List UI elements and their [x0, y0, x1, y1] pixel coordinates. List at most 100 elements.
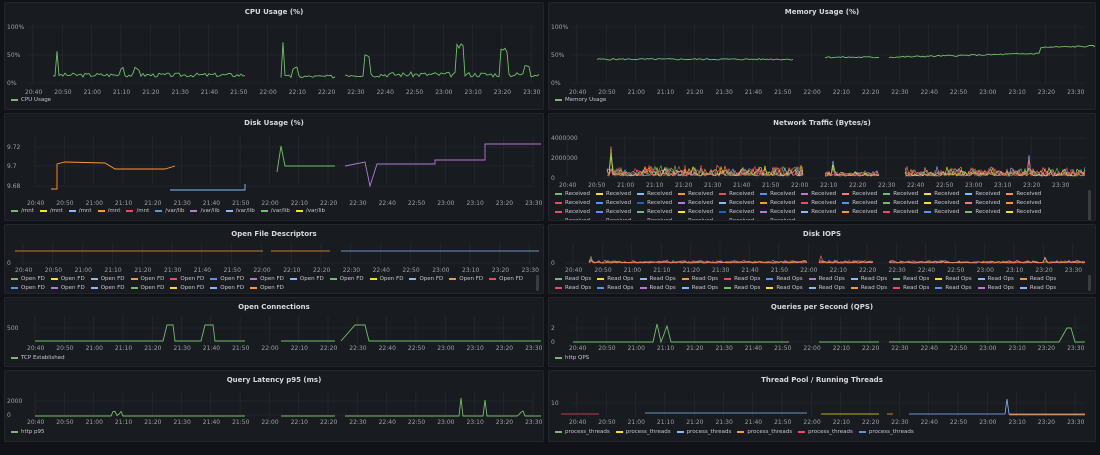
legend-item[interactable]: Received	[555, 199, 590, 208]
legend-scrollbar[interactable]	[1088, 275, 1091, 291]
legend-item[interactable]: Open FD	[90, 284, 125, 293]
legend-item[interactable]: Read Ops	[555, 275, 591, 284]
legend-item[interactable]: /mnt	[97, 207, 120, 216]
legend-item[interactable]: Received	[965, 199, 1000, 208]
legend-item[interactable]: process_threads	[615, 428, 671, 437]
legend-item[interactable]: Read Ops	[893, 275, 929, 284]
legend-item[interactable]: /var/lib	[155, 207, 184, 216]
legend-item[interactable]: http QPS	[555, 354, 589, 363]
panel-memory-usage[interactable]: Memory Usage (%) 100% 50% 0% 20:40 20:50 21:00…	[548, 2, 1096, 110]
legend-item[interactable]: Read Ops	[555, 284, 591, 293]
legend-item[interactable]: /var/lib	[295, 207, 325, 216]
legend-item[interactable]: /mnt	[126, 207, 149, 216]
legend-item[interactable]: Open FD	[50, 275, 85, 284]
legend-item[interactable]: http p95	[11, 428, 45, 437]
panel-open-connections[interactable]: Open Connections 500 20:40 20:50 21:00 21:10 2…	[4, 297, 544, 367]
panel-network-traffic[interactable]: Network Traffic (Bytes/s) 4000000 2000000 0…	[548, 113, 1096, 221]
legend-item[interactable]: Open FD	[409, 275, 443, 284]
legend-item[interactable]: Received	[637, 190, 672, 199]
panel-thread-pool[interactable]: Thread Pool / Running Threads 10 20:40 20:5…	[548, 370, 1096, 442]
legend-item[interactable]: Read Ops	[850, 275, 887, 284]
legend-item[interactable]: Received	[883, 208, 918, 217]
legend-item[interactable]: Received	[637, 208, 672, 217]
legend-item[interactable]: Received	[1006, 190, 1041, 199]
legend-item[interactable]: process_threads	[555, 428, 610, 437]
legend-item[interactable]: Read Ops	[681, 284, 718, 293]
panel-query-latency[interactable]: Query Latency p95 (ms) 2000 0 20:40 20:50 21:…	[4, 370, 544, 442]
legend-item[interactable]: Received	[637, 199, 672, 208]
legend-item[interactable]: Read Ops	[977, 275, 1014, 284]
legend-item[interactable]: Received	[596, 199, 631, 208]
legend-item[interactable]: Received	[965, 190, 1000, 199]
legend-item[interactable]: Read Ops	[935, 275, 972, 284]
legend-item[interactable]: Received	[596, 217, 631, 220]
legend-item[interactable]: Open FD	[289, 275, 324, 284]
legend-item[interactable]: Received	[883, 199, 918, 208]
legend-item[interactable]: process_threads	[798, 428, 853, 437]
panel-qps[interactable]: Queries per Second (QPS) 2 0 20:40 20:50 21:0…	[548, 297, 1096, 367]
legend-item[interactable]: Memory Usage	[555, 96, 606, 105]
legend-scrollbar[interactable]	[536, 275, 539, 291]
legend-item[interactable]: Read Ops	[766, 284, 803, 293]
legend-item[interactable]: Open FD	[210, 284, 244, 293]
legend-item[interactable]: Received	[965, 208, 1000, 217]
legend-item[interactable]: Read Ops	[724, 275, 760, 284]
legend-scrollbar[interactable]	[1088, 190, 1091, 220]
legend-item[interactable]: TCP Established	[11, 354, 65, 363]
legend-item[interactable]: Received	[719, 190, 754, 199]
legend-item[interactable]: /mnt	[39, 207, 63, 216]
legend-item[interactable]: Received	[719, 217, 754, 220]
legend-item[interactable]: Read Ops	[1019, 284, 1056, 293]
legend-item[interactable]: process_threads	[858, 428, 914, 437]
legend-item[interactable]: Open FD	[369, 275, 403, 284]
legend-item[interactable]: /var/lib	[260, 207, 290, 216]
legend-item[interactable]: Open FD	[50, 284, 85, 293]
legend-item[interactable]: Received	[596, 208, 631, 217]
legend-item[interactable]: Read Ops	[681, 275, 718, 284]
legend-item[interactable]: Received	[883, 190, 918, 199]
legend-item[interactable]: Read Ops	[1019, 275, 1056, 284]
legend-item[interactable]: /var/lib	[225, 207, 255, 216]
legend-item[interactable]: Received	[719, 208, 754, 217]
legend-item[interactable]: Open FD	[170, 284, 204, 293]
legend-item[interactable]: Read Ops	[977, 284, 1014, 293]
legend-item[interactable]: Received	[637, 217, 672, 220]
legend-item[interactable]: Received	[760, 217, 795, 220]
legend-item[interactable]: Read Ops	[597, 284, 634, 293]
legend-item[interactable]: CPU Usage	[11, 96, 51, 105]
legend-item[interactable]: Received	[801, 190, 836, 199]
legend-item[interactable]: Open FD	[170, 275, 204, 284]
panel-disk-iops[interactable]: Disk IOPS 0 20:40 20:50 21:00 21:10 21:20 21:30…	[548, 224, 1096, 294]
legend-item[interactable]: process_threads	[676, 428, 731, 437]
legend-item[interactable]: Received	[678, 208, 713, 217]
legend-item[interactable]: Read Ops	[724, 284, 760, 293]
legend-item[interactable]: Received	[555, 208, 590, 217]
panel-open-file-descriptors[interactable]: Open File Descriptors 0 20:40 20:50 21:00 21:…	[4, 224, 544, 294]
legend-item[interactable]: Received	[801, 208, 836, 217]
legend-item[interactable]: Received	[555, 217, 590, 220]
legend-item[interactable]: Received	[678, 217, 713, 220]
legend-item[interactable]: Read Ops	[766, 275, 803, 284]
legend-item[interactable]: Received	[760, 190, 795, 199]
legend-item[interactable]: /mnt	[11, 207, 34, 216]
legend-item[interactable]: Received	[842, 208, 877, 217]
legend-item[interactable]: Open FD	[11, 275, 45, 284]
legend-item[interactable]: Read Ops	[639, 284, 676, 293]
legend-item[interactable]: Received	[801, 199, 836, 208]
legend-item[interactable]: Open FD	[130, 284, 164, 293]
legend-item[interactable]: process_threads	[737, 428, 792, 437]
legend-item[interactable]: Received	[924, 190, 959, 199]
legend-item[interactable]: Received	[760, 208, 795, 217]
legend-item[interactable]: Open FD	[449, 275, 483, 284]
legend-item[interactable]: Read Ops	[808, 284, 845, 293]
legend-item[interactable]: Read Ops	[935, 284, 972, 293]
panel-disk-usage[interactable]: Disk Usage (%) 9.72 9.7 9.68 20:40 20:50 21:00…	[4, 113, 544, 221]
legend-item[interactable]: Open FD	[130, 275, 164, 284]
legend-item[interactable]: Read Ops	[597, 275, 634, 284]
legend-item[interactable]: Open FD	[210, 275, 244, 284]
panel-cpu-usage[interactable]: CPU Usage (%) 100% 50% 0% 20:40 20:50 21:00 21:…	[4, 2, 544, 110]
legend-item[interactable]: Received	[678, 190, 713, 199]
legend-item[interactable]: Open FD	[489, 275, 523, 284]
legend-item[interactable]: /mnt	[68, 207, 92, 216]
legend-item[interactable]: Received	[842, 190, 877, 199]
